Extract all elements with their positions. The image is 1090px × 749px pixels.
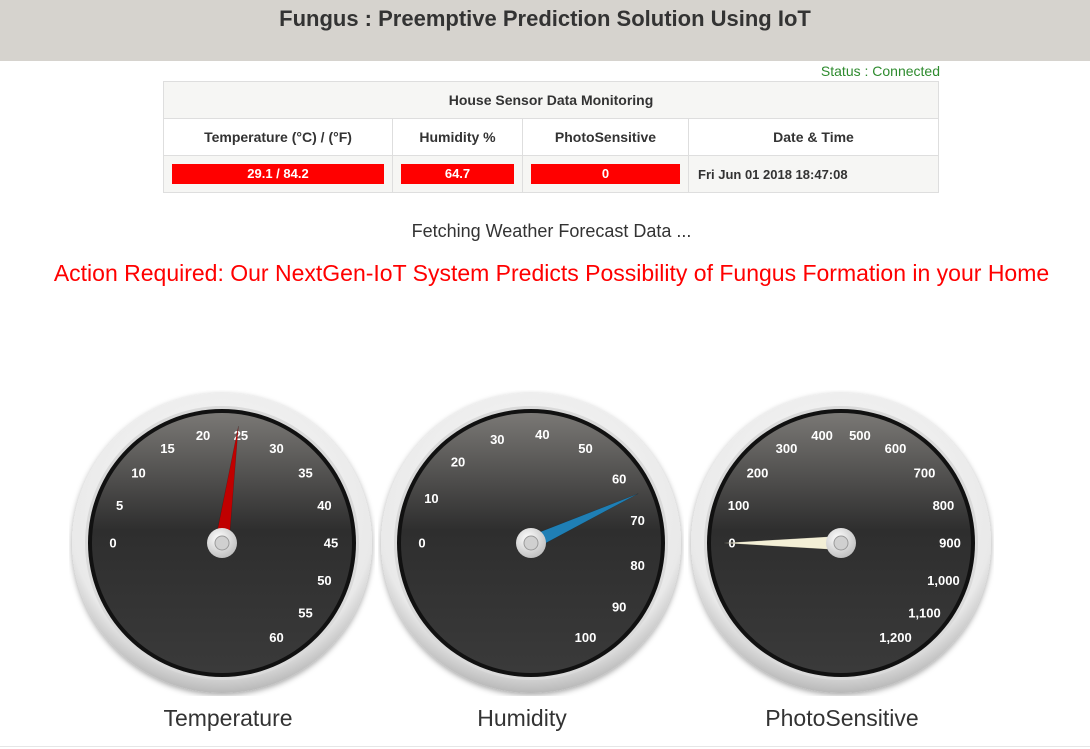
temperature-tick-label: 35 — [298, 465, 312, 480]
connection-status: Status : Connected — [820, 63, 940, 79]
photosensitive-tick-label: 300 — [776, 441, 798, 456]
photosensitive-tick-label: 1,100 — [908, 606, 941, 621]
table-title: House Sensor Data Monitoring — [163, 81, 939, 119]
temperature-tick-label: 50 — [317, 573, 331, 588]
humidity-gauge-svg: 0 10 20 30 40 50 60 70 80 90 100 — [381, 393, 681, 693]
photosensitive-tick-label: 900 — [939, 536, 961, 551]
column-header-humidity: Humidity % — [392, 118, 523, 156]
photosensitive-cell: 0 — [522, 155, 689, 193]
column-header-datetime: Date & Time — [688, 118, 939, 156]
humidity-cell: 64.7 — [392, 155, 523, 193]
temperature-tick-label: 15 — [160, 441, 174, 456]
photosensitive-value: 0 — [531, 164, 680, 184]
sensor-data-table: House Sensor Data Monitoring Temperature… — [163, 81, 939, 193]
humidity-tick-label: 0 — [418, 536, 425, 551]
temperature-tick-label: 20 — [196, 428, 210, 443]
temperature-tick-label: 30 — [269, 441, 283, 456]
humidity-tick-label: 30 — [490, 432, 504, 447]
temperature-tick-label: 60 — [269, 630, 283, 645]
photosensitive-gauge-svg: 01002003004005006007008009001,0001,1001,… — [691, 393, 991, 693]
temperature-gauge: 0 5 10 15 20 25 30 35 40 45 50 55 60 — [69, 390, 375, 696]
app-header: Fungus : Preemptive Prediction Solution … — [0, 0, 1090, 61]
forecast-status: Fetching Weather Forecast Data ... — [411, 221, 692, 241]
photosensitive-tick-label: 100 — [728, 498, 750, 513]
photosensitive-tick-label: 600 — [885, 441, 907, 456]
fungus-alert: Action Required: Our NextGen-IoT System … — [53, 260, 1050, 286]
humidity-tick-label: 10 — [424, 491, 438, 506]
temperature-tick-label: 10 — [131, 465, 145, 480]
humidity-value: 64.7 — [401, 164, 514, 184]
photosensitive-tick-label: 500 — [849, 428, 871, 443]
photosensitive-tick-label: 700 — [914, 465, 936, 480]
column-header-photosensitive: PhotoSensitive — [522, 118, 689, 156]
temperature-gauge-label: Temperature — [163, 705, 293, 731]
humidity-tick-label: 40 — [535, 427, 549, 442]
humidity-gauge: 0 10 20 30 40 50 60 70 80 90 100 — [378, 390, 684, 696]
photosensitive-tick-label: 1,200 — [879, 630, 912, 645]
temperature-tick-label: 0 — [109, 536, 116, 551]
photosensitive-tick-label: 800 — [933, 498, 955, 513]
temperature-tick-label: 40 — [317, 498, 331, 513]
footer-divider — [0, 746, 1090, 747]
humidity-tick-label: 70 — [630, 513, 644, 528]
photosensitive-tick-label: 1,000 — [927, 573, 960, 588]
humidity-gauge-label: Humidity — [477, 705, 567, 731]
photosensitive-gauge-label: PhotoSensitive — [765, 705, 919, 731]
temperature-tick-label: 5 — [116, 498, 123, 513]
page-title: Fungus : Preemptive Prediction Solution … — [279, 6, 811, 31]
humidity-tick-label: 100 — [575, 630, 597, 645]
humidity-tick-label: 50 — [578, 441, 592, 456]
photosensitive-tick-label: 200 — [747, 465, 769, 480]
temperature-value: 29.1 / 84.2 — [172, 164, 384, 184]
photosensitive-gauge: 01002003004005006007008009001,0001,1001,… — [688, 390, 994, 696]
temperature-cell: 29.1 / 84.2 — [163, 155, 393, 193]
photosensitive-tick-label: 400 — [811, 428, 833, 443]
temperature-tick-label: 55 — [298, 606, 312, 621]
humidity-tick-label: 90 — [612, 600, 626, 615]
humidity-tick-label: 60 — [612, 471, 626, 486]
humidity-tick-label: 80 — [630, 558, 644, 573]
column-header-temperature: Temperature (°C) / (°F) — [163, 118, 393, 156]
humidity-tick-label: 20 — [451, 454, 465, 469]
temperature-tick-label: 45 — [324, 536, 338, 551]
datetime-value: Fri Jun 01 2018 18:47:08 — [688, 155, 939, 193]
